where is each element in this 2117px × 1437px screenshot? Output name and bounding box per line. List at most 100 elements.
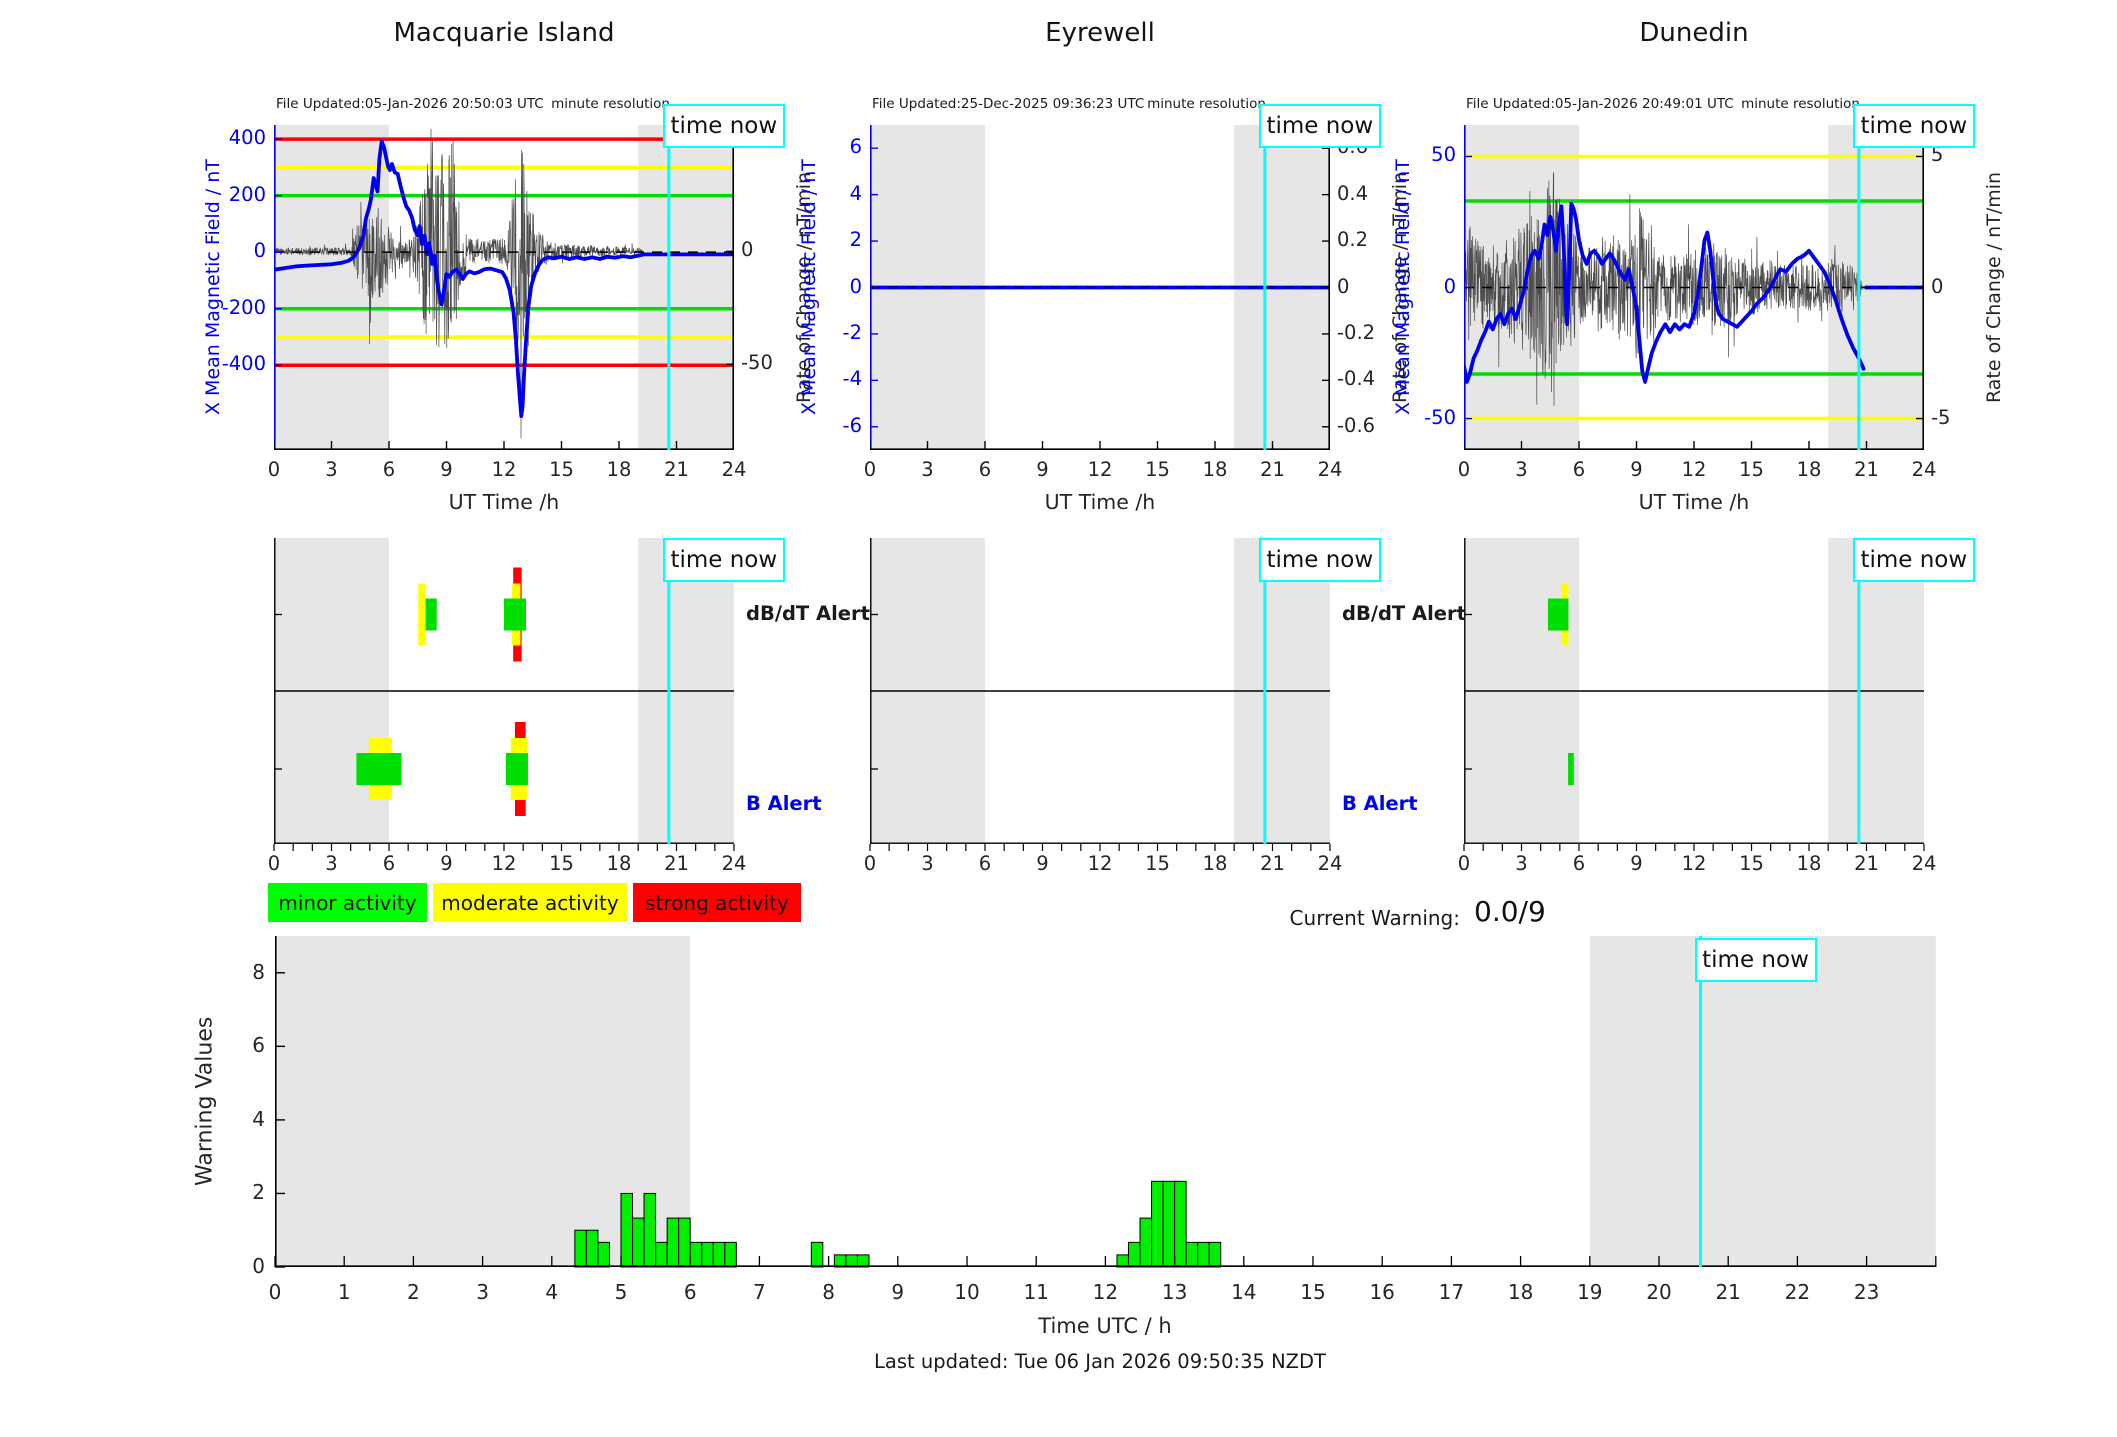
file-updated-text: File Updated:05-Jan-2026 20:49:01 UTC xyxy=(1466,96,1734,112)
x-tick-label: 3 xyxy=(1515,458,1528,481)
time-now-box: time now xyxy=(1852,538,1975,582)
x-axis-title: UT Time /h xyxy=(1638,490,1750,514)
resolution-note: minute resolution xyxy=(1741,96,1860,112)
left-axis-title: X Mean Magnetic Field / nT xyxy=(798,159,820,416)
y2-tick-label: 0.2 xyxy=(1337,228,1369,252)
alert-x-tick-label: 21 xyxy=(1260,852,1285,875)
x-tick-label: 21 xyxy=(1260,458,1285,481)
y-tick-label: -4 xyxy=(842,367,862,391)
hist-x-tick-label: 1 xyxy=(337,1280,351,1304)
x-tick-label: 6 xyxy=(978,458,992,481)
x-tick-label: 18 xyxy=(1202,458,1228,481)
hist-x-tick-label: 12 xyxy=(1092,1280,1119,1304)
y2-tick-label: -0.2 xyxy=(1337,320,1376,344)
y2-tick-label: 0.4 xyxy=(1337,181,1369,205)
legend-strong-activity: strong activity xyxy=(633,883,801,922)
b-alert-label: B Alert xyxy=(746,792,822,815)
x-tick-label: 12 xyxy=(491,458,517,481)
hist-x-tick-label: 21 xyxy=(1715,1280,1741,1304)
hist-x-tick-label: 3 xyxy=(476,1280,489,1304)
hist-x-tick-label: 11 xyxy=(1023,1280,1049,1304)
hist-x-tick-label: 14 xyxy=(1231,1280,1257,1304)
chart-title: Dunedin xyxy=(1639,18,1749,48)
hist-x-tick-label: 0 xyxy=(268,1280,282,1304)
x-tick-label: 15 xyxy=(549,458,574,481)
x-tick-label: 9 xyxy=(1036,458,1049,481)
y2-tick-label: 5 xyxy=(1931,143,1944,167)
alert-x-tick-label: 9 xyxy=(440,852,453,875)
chart-title: Macquarie Island xyxy=(393,18,615,48)
alert-x-tick-label: 6 xyxy=(1572,852,1586,875)
alert-x-tick-label: 18 xyxy=(606,852,632,875)
station-plot-1 xyxy=(870,125,1330,450)
hist-x-tick-label: 17 xyxy=(1438,1280,1465,1304)
alert-x-tick-label: 12 xyxy=(1087,852,1113,875)
left-axis-title: X Mean Magnetic Field / nT xyxy=(202,159,224,416)
x-tick-label: 0 xyxy=(267,458,281,481)
hist-x-tick-label: 5 xyxy=(614,1280,628,1304)
alert-x-tick-label: 18 xyxy=(1202,852,1228,875)
y2-tick-label: 0 xyxy=(741,238,754,262)
alert-x-tick-label: 3 xyxy=(1515,852,1528,875)
alert-x-tick-label: 21 xyxy=(1854,852,1879,875)
y-tick-label: 50 xyxy=(1431,143,1456,167)
x-tick-label: 12 xyxy=(1681,458,1707,481)
station-plot-0 xyxy=(274,125,734,450)
hist-x-tick-label: 4 xyxy=(545,1280,559,1304)
y-tick-label: -2 xyxy=(842,320,862,344)
x-tick-label: 9 xyxy=(1630,458,1643,481)
hist-x-tick-label: 16 xyxy=(1369,1280,1395,1304)
time-now-box: time now xyxy=(1694,938,1817,982)
alert-x-tick-label: 0 xyxy=(863,852,877,875)
x-tick-label: 24 xyxy=(1911,458,1937,481)
x-tick-label: 9 xyxy=(440,458,453,481)
hist-y-tick-label: 8 xyxy=(252,959,265,984)
alert-panel-2 xyxy=(1463,538,1925,851)
resolution-note: minute resolution xyxy=(551,96,670,112)
x-axis-title: UT Time /h xyxy=(448,490,560,514)
hist-x-tick-label: 10 xyxy=(954,1280,980,1304)
x-tick-label: 6 xyxy=(1572,458,1586,481)
x-tick-label: 12 xyxy=(1087,458,1113,481)
alert-x-tick-label: 24 xyxy=(1911,852,1937,875)
time-now-box: time now xyxy=(1258,104,1381,148)
y-tick-label: 200 xyxy=(228,182,266,206)
hist-x-tick-label: 19 xyxy=(1577,1280,1603,1304)
hist-y-tick-label: 6 xyxy=(252,1033,265,1058)
hist-x-tick-label: 20 xyxy=(1646,1280,1672,1304)
x-tick-label: 15 xyxy=(1145,458,1170,481)
alert-panel-1 xyxy=(869,538,1331,851)
resolution-note: minute resolution xyxy=(1147,96,1266,112)
y-tick-label: 0 xyxy=(849,274,862,298)
y-tick-label: -50 xyxy=(1424,405,1456,429)
alert-x-tick-label: 15 xyxy=(1145,852,1170,875)
alert-x-tick-label: 15 xyxy=(549,852,574,875)
hist-y-tick-label: 2 xyxy=(252,1180,265,1205)
file-updated-text: File Updated:25-Dec-2025 09:36:23 UTC xyxy=(872,96,1145,112)
y2-tick-label: 0 xyxy=(1337,274,1350,298)
x-tick-label: 24 xyxy=(1317,458,1343,481)
y-tick-label: -400 xyxy=(221,352,266,376)
dbdt-alert-label: dB/dT Alert xyxy=(746,602,870,625)
alert-x-tick-label: 3 xyxy=(921,852,934,875)
alert-x-tick-label: 0 xyxy=(1457,852,1471,875)
station-plot-2 xyxy=(1464,125,1924,450)
y-tick-label: -200 xyxy=(221,295,266,319)
y-tick-label: 400 xyxy=(228,126,266,150)
time-now-box: time now xyxy=(662,538,785,582)
y-tick-label: -6 xyxy=(842,413,862,437)
hist-x-tick-label: 18 xyxy=(1507,1280,1534,1304)
alert-x-tick-label: 0 xyxy=(267,852,281,875)
x-tick-label: 18 xyxy=(1796,458,1822,481)
y2-tick-label: 0 xyxy=(1931,274,1944,298)
hist-y-axis-title: Warning Values xyxy=(192,1016,218,1187)
hist-y-tick-label: 0 xyxy=(252,1254,265,1278)
x-tick-label: 21 xyxy=(1854,458,1879,481)
time-now-box: time now xyxy=(1852,104,1975,148)
current-warning-label: Current Warning: xyxy=(1289,906,1460,930)
y2-tick-label: -0.4 xyxy=(1337,367,1376,391)
y-tick-label: 4 xyxy=(849,181,862,205)
alert-x-tick-label: 3 xyxy=(325,852,338,875)
hist-x-tick-label: 9 xyxy=(891,1280,905,1304)
